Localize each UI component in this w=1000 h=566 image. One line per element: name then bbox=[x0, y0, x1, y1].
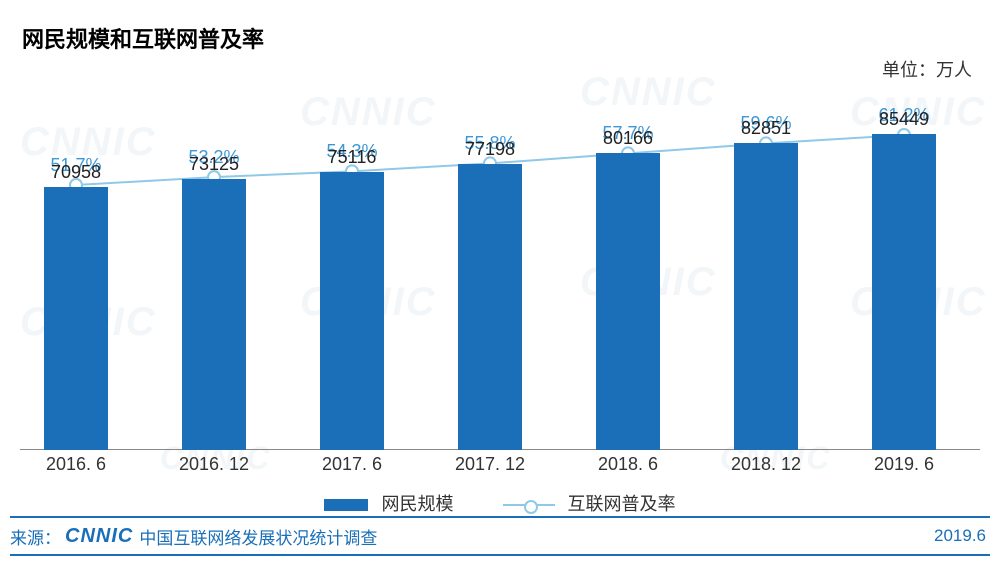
chart-column: 70958 bbox=[44, 80, 108, 450]
source-prefix: 来源： bbox=[10, 524, 61, 549]
chart-column: 77198 bbox=[458, 80, 522, 450]
x-tick-label: 2017. 12 bbox=[425, 454, 555, 475]
footer-date: 2019.6 bbox=[934, 526, 986, 546]
footer-source: 来源： CNNIC 中国互联网络发展状况统计调查 bbox=[10, 524, 377, 549]
footer: 来源： CNNIC 中国互联网络发展状况统计调查 2019.6 bbox=[10, 516, 990, 556]
legend-bar-label: 网民规模 bbox=[381, 494, 453, 514]
legend-line-marker bbox=[524, 500, 538, 514]
x-axis: 2016. 62016. 122017. 62017. 122018. 6201… bbox=[20, 454, 980, 478]
x-tick-label: 2018. 12 bbox=[701, 454, 831, 475]
chart-column: 80166 bbox=[596, 80, 660, 450]
bar-value-label: 85449 bbox=[844, 109, 964, 130]
chart-column: 82851 bbox=[734, 80, 798, 450]
source-text: 中国互联网络发展状况统计调查 bbox=[139, 524, 377, 549]
bar bbox=[872, 134, 936, 450]
chart-title: 网民规模和互联网普及率 bbox=[22, 22, 264, 54]
bar-value-label: 77198 bbox=[430, 139, 550, 160]
legend-line-swatch bbox=[503, 498, 555, 512]
plot-area: 51.7%7095853.2%7312554.3%7511655.8%77198… bbox=[20, 80, 980, 450]
unit-label: 单位：万人 bbox=[882, 56, 972, 82]
legend-bar-swatch bbox=[324, 499, 368, 511]
bar bbox=[734, 143, 798, 450]
bar bbox=[44, 187, 108, 450]
x-tick-label: 2018. 6 bbox=[563, 454, 693, 475]
bar-value-label: 80166 bbox=[568, 128, 688, 149]
x-tick-label: 2017. 6 bbox=[287, 454, 417, 475]
chart-container: CNNIC CNNIC CNNIC CNNIC CNNIC CNNIC CNNI… bbox=[0, 0, 1000, 566]
cnnic-logo: CNNIC bbox=[65, 525, 133, 548]
legend: 网民规模 互联网普及率 bbox=[0, 490, 1000, 516]
bar-value-label: 82851 bbox=[706, 118, 826, 139]
legend-item-bar: 网民规模 bbox=[324, 490, 453, 516]
chart-column: 75116 bbox=[320, 80, 384, 450]
chart-column: 85449 bbox=[872, 80, 936, 450]
x-tick-label: 2019. 6 bbox=[839, 454, 969, 475]
bar-value-label: 70958 bbox=[16, 162, 136, 183]
bar bbox=[596, 153, 660, 450]
bar bbox=[182, 179, 246, 450]
bar-value-label: 73125 bbox=[154, 154, 274, 175]
bar bbox=[320, 172, 384, 450]
chart-column: 73125 bbox=[182, 80, 246, 450]
x-tick-label: 2016. 6 bbox=[11, 454, 141, 475]
x-tick-label: 2016. 12 bbox=[149, 454, 279, 475]
bar-value-label: 75116 bbox=[292, 147, 412, 168]
legend-line-label: 互联网普及率 bbox=[568, 494, 676, 514]
legend-item-line: 互联网普及率 bbox=[503, 490, 676, 516]
bar bbox=[458, 164, 522, 450]
